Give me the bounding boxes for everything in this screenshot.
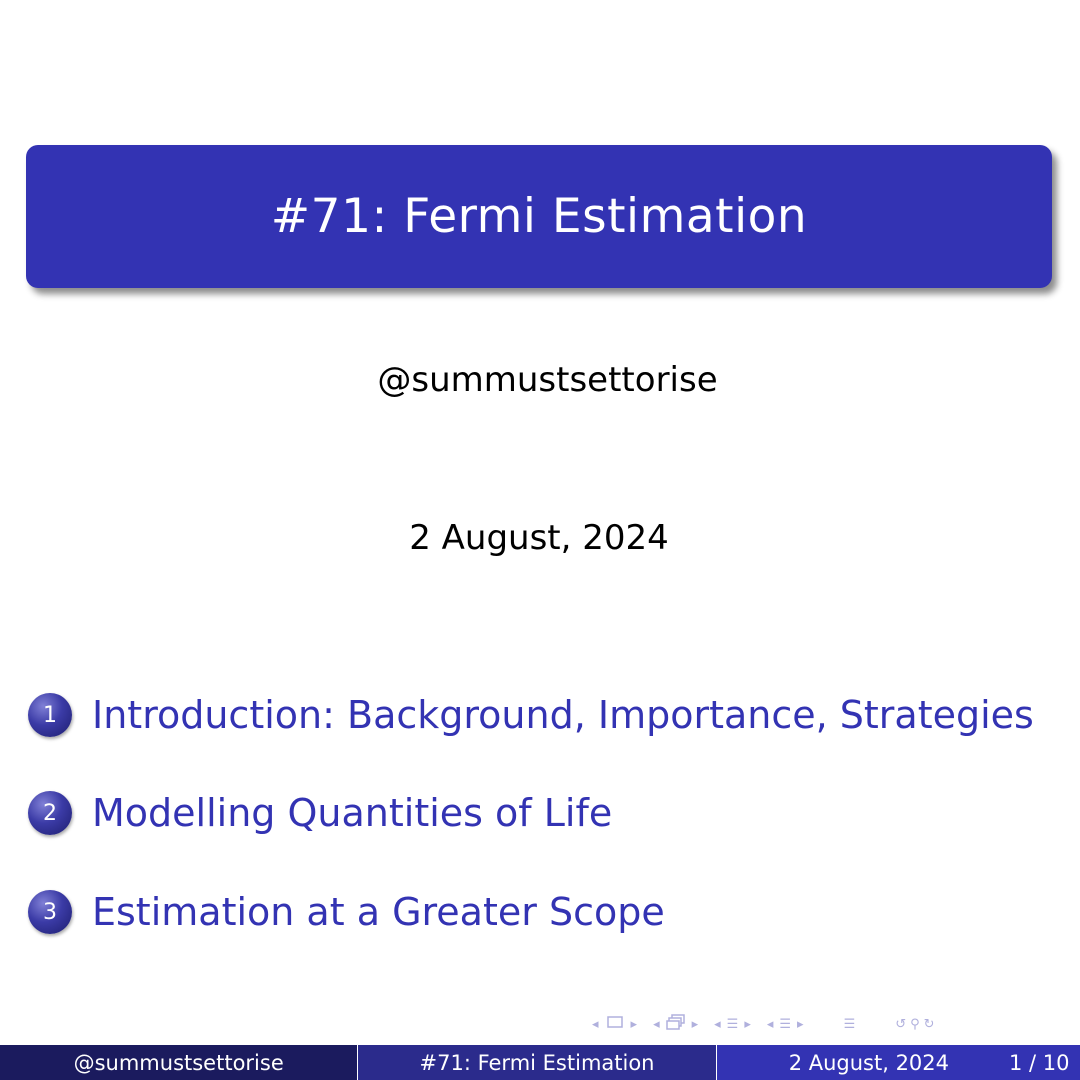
forward-icon[interactable]: ↻ [923, 1016, 935, 1032]
document-icon[interactable]: ☰ [779, 1016, 792, 1032]
toc-item-modelling[interactable]: 2 Modelling Quantities of Life [28, 788, 612, 838]
document-next-icon[interactable]: ▸ [797, 1016, 804, 1032]
frame-icon[interactable] [606, 1016, 623, 1032]
footer-date-text: 2 August, 2024 [788, 1050, 950, 1075]
section-prev-icon[interactable]: ◂ [714, 1016, 721, 1032]
toc-item-introduction[interactable]: 1 Introduction: Background, Importance, … [28, 690, 1034, 740]
footer-title: #71: Fermi Estimation [357, 1045, 716, 1080]
search-icon[interactable]: ⚲ [910, 1016, 920, 1032]
title-block: #71: Fermi Estimation [26, 145, 1052, 288]
frame-next-icon[interactable]: ▸ [630, 1016, 638, 1032]
footer-author: @summustsettorise [0, 1045, 358, 1080]
footer-title-text: #71: Fermi Estimation [419, 1050, 655, 1075]
section-next-icon[interactable]: ▸ [744, 1016, 751, 1032]
presentation-date: 2 August, 2024 [409, 518, 669, 558]
slide-title: #71: Fermi Estimation [270, 189, 808, 244]
toc-number-ball: 2 [28, 791, 72, 835]
footer-date-page: 2 August, 2024 1 / 10 [715, 1045, 1080, 1080]
back-icon[interactable]: ↺ [895, 1016, 907, 1032]
toc-number-ball: 3 [28, 890, 72, 934]
subsection-prev-icon[interactable]: ◂ [653, 1016, 660, 1032]
footer-author-text: @summustsettorise [73, 1050, 284, 1075]
toc-item-label: Modelling Quantities of Life [92, 791, 613, 835]
toc-item-estimation[interactable]: 3 Estimation at a Greater Scope [28, 887, 665, 937]
page-number: 1 / 10 [1009, 1050, 1070, 1075]
author-name: @summustsettorise [377, 360, 718, 400]
toc-item-label: Estimation at a Greater Scope [92, 890, 665, 934]
footer-bar: @summustsettorise #71: Fermi Estimation … [0, 1045, 1080, 1080]
beamer-navigation-bar: ◂ ▸ ◂ ▸ ◂ ☰ ▸ ◂ ☰ ▸ ☰ ↺ ⚲ ↻ [590, 1014, 1070, 1034]
toc-number-ball: 1 [28, 693, 72, 737]
subsection-next-icon[interactable]: ▸ [691, 1016, 699, 1032]
subsection-icon[interactable] [665, 1014, 686, 1034]
frame-prev-icon[interactable]: ◂ [592, 1016, 599, 1032]
section-icon[interactable]: ☰ [726, 1016, 739, 1032]
toc-icon[interactable]: ☰ [843, 1016, 856, 1032]
toc-item-label: Introduction: Background, Importance, St… [92, 693, 1034, 737]
document-prev-icon[interactable]: ◂ [766, 1016, 774, 1032]
